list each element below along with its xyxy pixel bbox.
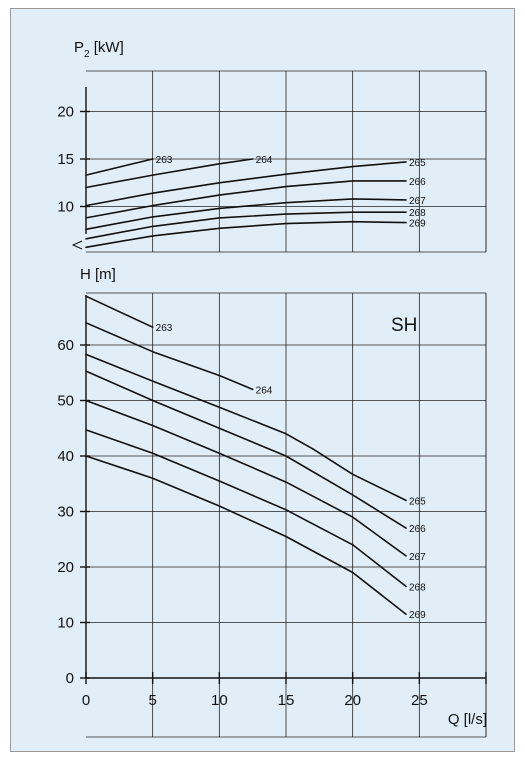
curve-label-265: 265	[409, 496, 426, 507]
y-axis-label-sub: 2	[84, 49, 90, 60]
curve-label-264: 264	[256, 155, 273, 166]
y-tick-label: 50	[57, 393, 74, 410]
curve-label-267: 267	[409, 552, 426, 563]
y-tick-label: 20	[57, 104, 74, 121]
curve-label-264: 264	[256, 385, 273, 396]
curve-label-268: 268	[409, 582, 426, 593]
x-axis-label: Q [l/s]	[448, 711, 487, 728]
curve-268	[85, 429, 407, 588]
curve-label-266: 266	[409, 177, 426, 188]
curve-267	[85, 198, 407, 231]
y-tick-label: 60	[57, 337, 74, 354]
y-axis-label-unit: [kW]	[90, 39, 124, 56]
x-tick-label: 5	[148, 692, 156, 709]
curve-label-263: 263	[156, 323, 173, 334]
curve-267	[85, 399, 407, 557]
x-tick-label: 25	[411, 692, 428, 709]
y-axis-label: H [m]	[80, 266, 116, 283]
curve-label-265: 265	[409, 158, 426, 169]
curve-label-267: 267	[409, 196, 426, 207]
curve-label-268: 268	[409, 208, 426, 219]
curve-263	[85, 295, 154, 328]
y-axis-label: P2 [kW]	[74, 39, 124, 60]
head-chart: 0 10 20 30 40 50 60 263 264 265 266 267 268 269 0 5 10 15…	[57, 266, 487, 738]
x-tick-label: 0	[82, 692, 90, 709]
curve-269	[85, 220, 407, 249]
y-tick-label: 10	[57, 199, 74, 216]
curve-266	[85, 370, 407, 529]
y-axis-label-main: P	[74, 39, 84, 56]
y-tick-label: 20	[57, 559, 74, 576]
pump-series-label: SH	[391, 315, 417, 336]
pump-performance-figure: 10 15 20 263 264 265 266 267 268 269 P2 [kW] 0 10 20…	[10, 8, 515, 752]
y-tick-label: 15	[57, 151, 74, 168]
curve-label-269: 269	[409, 610, 426, 621]
curve-263	[85, 158, 154, 176]
curve-265	[85, 353, 407, 502]
curve-266	[85, 180, 407, 219]
curve-label-266: 266	[409, 524, 426, 535]
curve-264	[85, 322, 254, 391]
y-tick-label: 40	[57, 448, 74, 465]
x-tick-label: 20	[344, 692, 361, 709]
x-tick-label: 15	[278, 692, 295, 709]
y-tick-label: 0	[66, 670, 74, 687]
curve-268	[85, 211, 407, 240]
x-tick-label: 10	[211, 692, 228, 709]
curve-label-263: 263	[156, 155, 173, 166]
curve-269	[85, 455, 407, 615]
axis-break-mark	[71, 240, 83, 250]
curve-264	[85, 158, 254, 189]
y-tick-label: 10	[57, 615, 74, 632]
curve-265	[85, 161, 407, 207]
y-tick-label: 30	[57, 504, 74, 521]
curve-label-269: 269	[409, 219, 426, 230]
